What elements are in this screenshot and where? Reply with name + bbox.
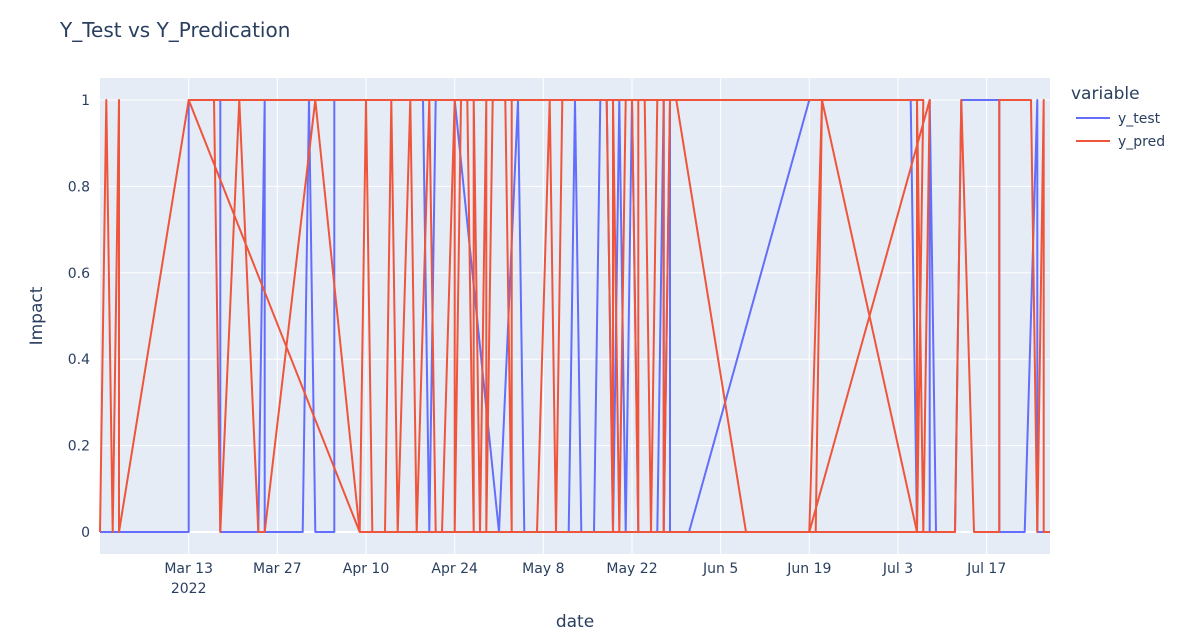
y-tick-label: 0.6 <box>68 266 90 282</box>
y-tick-label: 0 <box>81 525 90 541</box>
x-tick-label: Jul 17 <box>966 561 1006 577</box>
chart-title: Y_Test vs Y_Predication <box>59 18 290 42</box>
y-axis-ticks: 0 0.2 0.4 0.6 0.8 1 <box>68 93 90 541</box>
x-tick-label: Jun 5 <box>702 561 738 577</box>
x-tick-label: Mar 13 <box>164 561 213 577</box>
legend[interactable]: variable y_test y_pred <box>1071 84 1165 150</box>
legend-title: variable <box>1071 84 1140 104</box>
legend-item-y-test[interactable]: y_test <box>1076 111 1161 127</box>
x-tick-label: Apr 24 <box>431 561 478 577</box>
x-axis-title: date <box>556 612 594 632</box>
x-tick-label: Jul 3 <box>882 561 913 577</box>
y-tick-label: 0.4 <box>68 352 90 368</box>
x-tick-label: May 8 <box>522 561 564 577</box>
x-tick-sublabel: 2022 <box>171 581 207 597</box>
y-tick-label: 1 <box>81 93 90 109</box>
x-axis-ticks: Mar 13 2022 Mar 27 Apr 10 Apr 24 May 8 May 22 J… <box>164 561 1006 597</box>
y-axis-title: Impact <box>27 286 47 345</box>
y-tick-label: 0.2 <box>68 439 90 455</box>
x-tick-label: Apr 10 <box>343 561 389 577</box>
series-lines <box>99 99 1050 533</box>
y-tick-label: 0.8 <box>68 179 90 195</box>
x-tick-label: May 22 <box>606 561 657 577</box>
series-line-y-pred <box>99 99 1050 533</box>
legend-item-y-pred[interactable]: y_pred <box>1076 134 1165 150</box>
legend-label: y_pred <box>1118 134 1165 150</box>
legend-label: y_test <box>1118 111 1161 127</box>
x-tick-label: Mar 27 <box>253 561 302 577</box>
x-tick-label: Jun 19 <box>786 561 831 577</box>
